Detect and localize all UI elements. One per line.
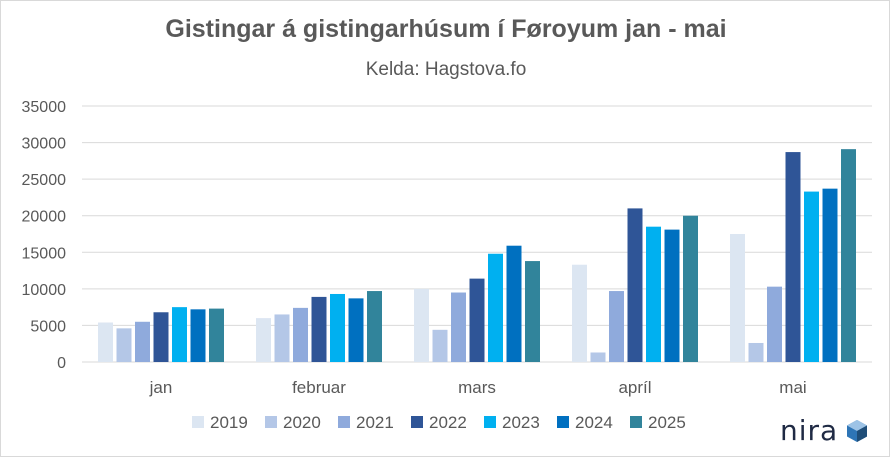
bar-2020-jan: [116, 328, 132, 362]
bar-2019-jan: [98, 322, 113, 362]
bar-2023-jan: [172, 307, 187, 362]
brand-name: nira: [780, 414, 839, 447]
chart-title: Gistingar á gistingarhúsum í Føroyum jan…: [165, 15, 727, 43]
nira-logo: nira: [780, 414, 870, 447]
bar-2023-mai: [804, 191, 819, 362]
x-tick-label: februar: [292, 378, 346, 397]
y-tick-label: 20000: [22, 209, 67, 226]
bar-2021-jan: [135, 321, 150, 362]
bar-2024-mars: [506, 245, 522, 362]
y-tick-label: 0: [57, 355, 66, 372]
bar-2024-mai: [822, 188, 838, 362]
bar-2025-jan: [209, 308, 224, 362]
bar-2020-februar: [274, 314, 290, 362]
bar-2023-mars: [488, 253, 503, 362]
legend-swatch-2025: [630, 416, 642, 428]
legend-label: 2020: [283, 413, 321, 432]
bar-2019-mars: [414, 288, 429, 362]
legend-label: 2024: [575, 413, 613, 432]
legend-label: 2021: [356, 413, 394, 432]
bar-2023-apríl: [646, 226, 661, 362]
y-axis-ticks: 35000 30000 25000 20000 15000 10000 5000 0: [22, 99, 67, 372]
bar-2024-jan: [190, 309, 206, 362]
bar-2019-apríl: [572, 264, 587, 362]
bar-2021-mars: [451, 292, 466, 362]
legend-swatch-2022: [411, 416, 423, 428]
bar-2025-apríl: [683, 215, 698, 362]
x-tick-label: apríl: [618, 378, 651, 397]
legend-swatch-2024: [557, 416, 569, 428]
legend-label: 2022: [429, 413, 467, 432]
chart-subtitle: Kelda: Hagstova.fo: [365, 59, 527, 80]
y-tick-label: 5000: [30, 318, 66, 335]
bar-2024-februar: [348, 298, 364, 362]
bar-2019-mai: [730, 234, 745, 362]
x-axis-ticks: jan februar mars apríl mai: [149, 378, 807, 397]
bar-2025-mai: [841, 149, 856, 362]
bar-2022-apríl: [627, 208, 643, 362]
y-tick-label: 35000: [22, 99, 67, 116]
cube-icon: [847, 419, 868, 442]
x-tick-label: mars: [458, 378, 496, 397]
bar-2019-februar: [256, 318, 271, 362]
legend-swatch-2019: [192, 416, 204, 428]
legend-label: 2025: [648, 413, 686, 432]
bar-2022-mai: [785, 152, 801, 362]
y-tick-label: 25000: [22, 172, 67, 189]
legend-swatch-2023: [484, 416, 496, 428]
bar-2024-apríl: [664, 229, 680, 362]
x-tick-label: jan: [149, 378, 173, 397]
bars: [98, 149, 856, 362]
legend-label: 2023: [502, 413, 540, 432]
bar-2021-februar: [293, 307, 308, 362]
bar-2020-apríl: [590, 352, 606, 362]
y-tick-label: 10000: [22, 282, 67, 299]
bar-2021-apríl: [609, 291, 624, 362]
y-tick-label: 30000: [22, 136, 67, 153]
legend-swatch-2020: [265, 416, 277, 428]
legend-swatch-2021: [338, 416, 350, 428]
bar-2023-februar: [330, 293, 345, 362]
bar-2022-mars: [469, 278, 485, 362]
bar-2025-februar: [367, 291, 382, 362]
bar-2021-mai: [767, 286, 782, 362]
y-tick-label: 15000: [22, 245, 67, 262]
bar-2025-mars: [525, 261, 540, 362]
legend-label: 2019: [210, 413, 248, 432]
bar-2022-februar: [311, 296, 327, 362]
bar-2020-mai: [748, 342, 764, 362]
bar-2020-mars: [432, 329, 448, 362]
bar-2022-jan: [153, 312, 169, 362]
x-tick-label: mai: [779, 378, 806, 397]
legend: 2019 2020 2021 2022 2023 2024 2025: [192, 413, 686, 432]
